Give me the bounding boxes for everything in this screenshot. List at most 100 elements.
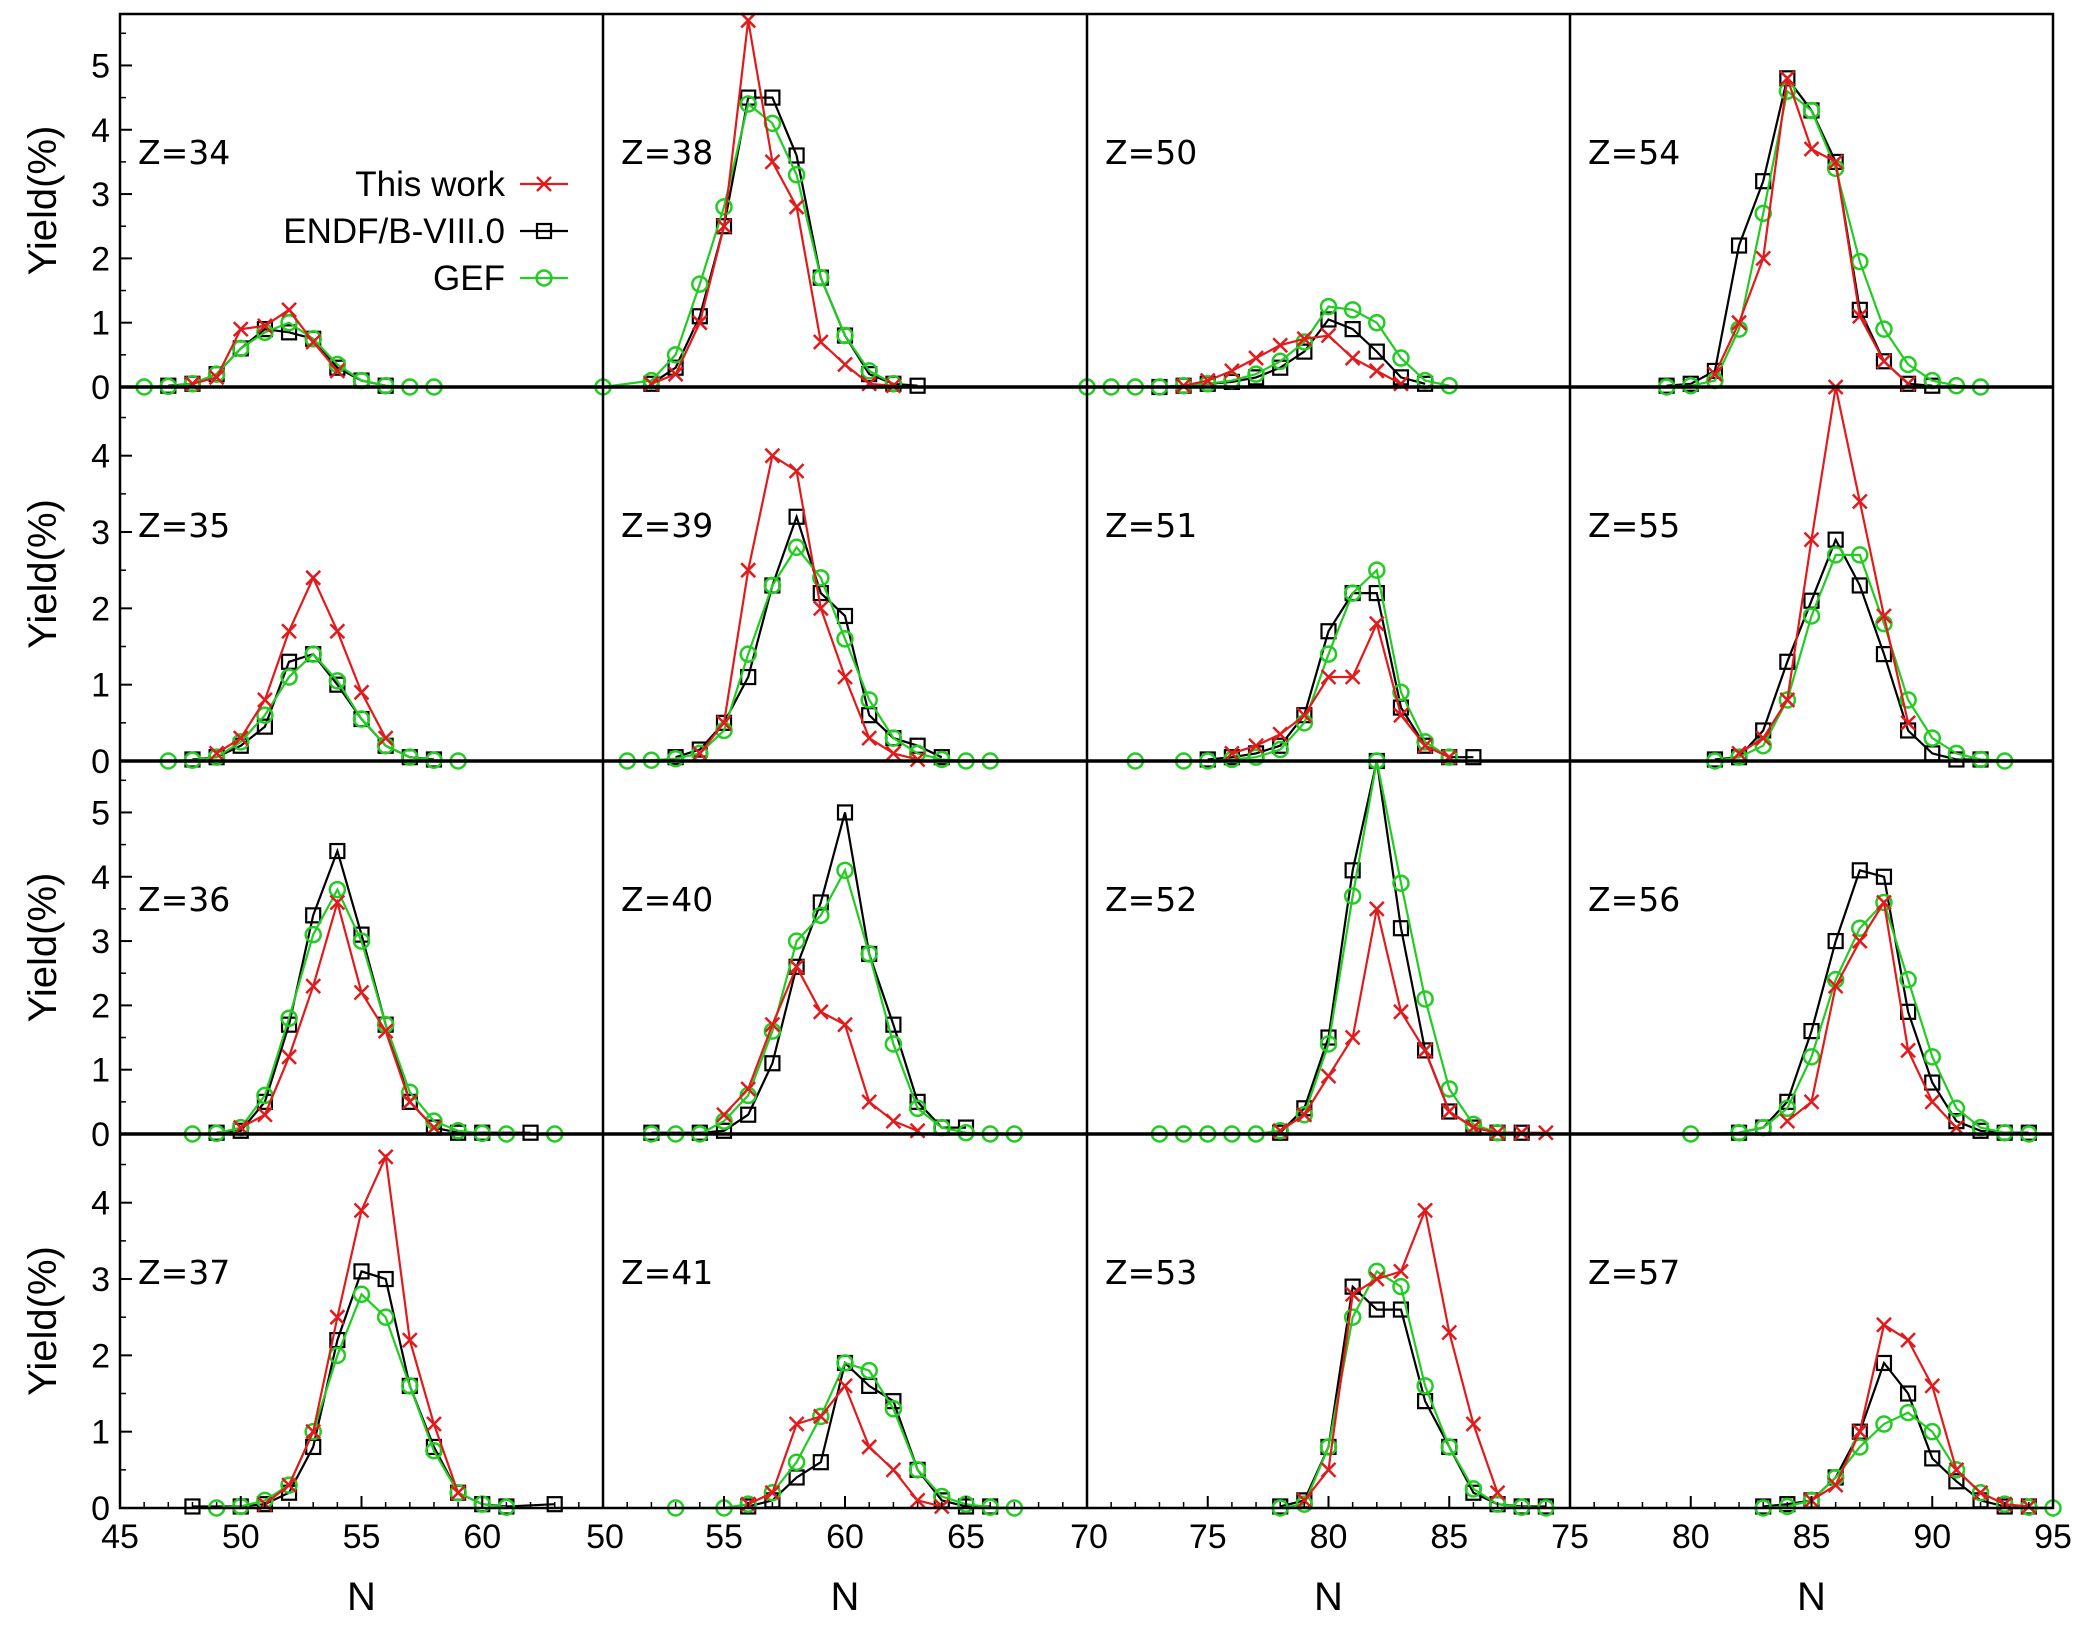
point-gef xyxy=(1947,1099,1966,1118)
point-gef xyxy=(1319,1438,1338,1456)
point-this-work xyxy=(1224,745,1240,762)
legend-marker xyxy=(535,222,553,240)
point-gef xyxy=(1488,1495,1507,1513)
point-this-work xyxy=(1827,978,1844,994)
point-this-work xyxy=(1876,894,1892,911)
point-endf xyxy=(1441,1103,1458,1120)
point-this-work xyxy=(1224,363,1240,379)
point-this-work xyxy=(377,730,394,746)
point-endf xyxy=(1320,623,1337,640)
series-line-this-work xyxy=(1810,1323,2029,1508)
legend: This work ENDF/B-VIII.0 GEF xyxy=(283,165,568,298)
point-this-work xyxy=(257,1106,273,1123)
point-gef xyxy=(1295,1495,1314,1513)
panel-z37 xyxy=(184,1149,563,1517)
point-endf xyxy=(1392,920,1410,937)
point-this-work xyxy=(837,1377,853,1394)
point-this-work xyxy=(281,1048,297,1065)
panel-z50 xyxy=(1078,297,1458,396)
series-line-this-work xyxy=(1303,1206,1499,1502)
point-gef xyxy=(1392,1277,1410,1296)
point-this-work xyxy=(450,1484,466,1501)
point-this-work xyxy=(1296,707,1313,724)
point-this-work xyxy=(812,1408,829,1425)
point-endf xyxy=(1827,932,1844,950)
point-this-work xyxy=(1296,1106,1313,1123)
point-this-work xyxy=(837,669,853,685)
point-this-work xyxy=(1948,1461,1965,1478)
point-this-work xyxy=(1417,737,1433,754)
point-this-work xyxy=(401,1093,418,1110)
point-gef xyxy=(1875,320,1893,338)
y-axis-title: Yield(%) xyxy=(21,126,65,276)
point-gef xyxy=(304,1422,322,1441)
point-this-work xyxy=(837,1016,853,1033)
point-this-work xyxy=(1344,1029,1361,1046)
panel-z53 xyxy=(1271,1202,1555,1517)
point-gef xyxy=(207,748,226,766)
panel-label: Z=34 xyxy=(138,133,230,172)
point-this-work xyxy=(1731,314,1747,331)
point-this-work xyxy=(1803,141,1820,157)
point-this-work xyxy=(1368,615,1385,632)
point-this-work xyxy=(305,978,322,994)
point-this-work xyxy=(1779,70,1796,87)
panel-label: Z=35 xyxy=(138,506,230,545)
point-this-work xyxy=(401,1332,418,1348)
point-this-work xyxy=(1272,726,1289,743)
series-line-gef xyxy=(1714,553,2005,763)
point-endf xyxy=(764,1055,781,1072)
point-gef xyxy=(884,375,903,393)
point-endf xyxy=(546,1496,563,1513)
series-line-endf xyxy=(1279,1284,1546,1508)
point-endf xyxy=(184,1498,201,1515)
point-this-work xyxy=(740,12,757,29)
x-tick-label: 55 xyxy=(343,1518,381,1556)
point-endf xyxy=(812,1454,829,1471)
point-this-work xyxy=(1393,1263,1409,1280)
point-gef xyxy=(1802,1048,1821,1066)
point-endf xyxy=(836,804,854,821)
point-endf xyxy=(1730,237,1748,254)
x-tick-label: 60 xyxy=(826,1518,864,1556)
point-endf xyxy=(1344,862,1361,879)
point-endf xyxy=(1875,868,1893,885)
point-this-work xyxy=(716,218,732,235)
point-this-work xyxy=(1465,1119,1482,1136)
point-endf xyxy=(1392,1301,1410,1318)
point-this-work xyxy=(788,463,805,479)
y-tick-label: 1 xyxy=(91,1052,110,1090)
point-gef xyxy=(1392,349,1410,367)
point-gef xyxy=(280,668,298,686)
point-this-work xyxy=(1368,363,1385,379)
point-this-work xyxy=(257,318,273,334)
point-gef xyxy=(1440,1438,1458,1456)
point-gef xyxy=(401,748,419,766)
y-tick-label: 1 xyxy=(91,305,110,343)
y-tick-label: 5 xyxy=(91,47,110,85)
x-tick-label: 95 xyxy=(2034,1518,2072,1556)
series-line-gef xyxy=(1666,89,1981,389)
legend-marks xyxy=(520,176,568,287)
point-endf xyxy=(1465,749,1482,766)
series-line-endf xyxy=(675,513,943,759)
point-endf xyxy=(1899,375,1917,392)
point-endf xyxy=(1899,1385,1917,1402)
series-line-this-work xyxy=(1738,386,1910,755)
x-tick-label: 60 xyxy=(463,1518,501,1556)
point-gef xyxy=(1319,645,1338,663)
point-this-work xyxy=(1803,1093,1820,1110)
point-this-work xyxy=(1272,337,1289,354)
point-gef xyxy=(884,1035,903,1053)
point-this-work xyxy=(788,199,805,215)
x-tick-label: 55 xyxy=(705,1518,743,1556)
point-gef xyxy=(812,268,830,287)
point-this-work xyxy=(305,334,322,350)
point-endf xyxy=(1320,311,1337,328)
panel-z38 xyxy=(594,12,926,396)
x-tick-label: 75 xyxy=(1551,1518,1589,1556)
point-this-work xyxy=(353,1202,370,1219)
point-this-work xyxy=(1320,1461,1337,1478)
legend-marker xyxy=(535,269,553,287)
y-tick-label: 1 xyxy=(91,1414,110,1452)
